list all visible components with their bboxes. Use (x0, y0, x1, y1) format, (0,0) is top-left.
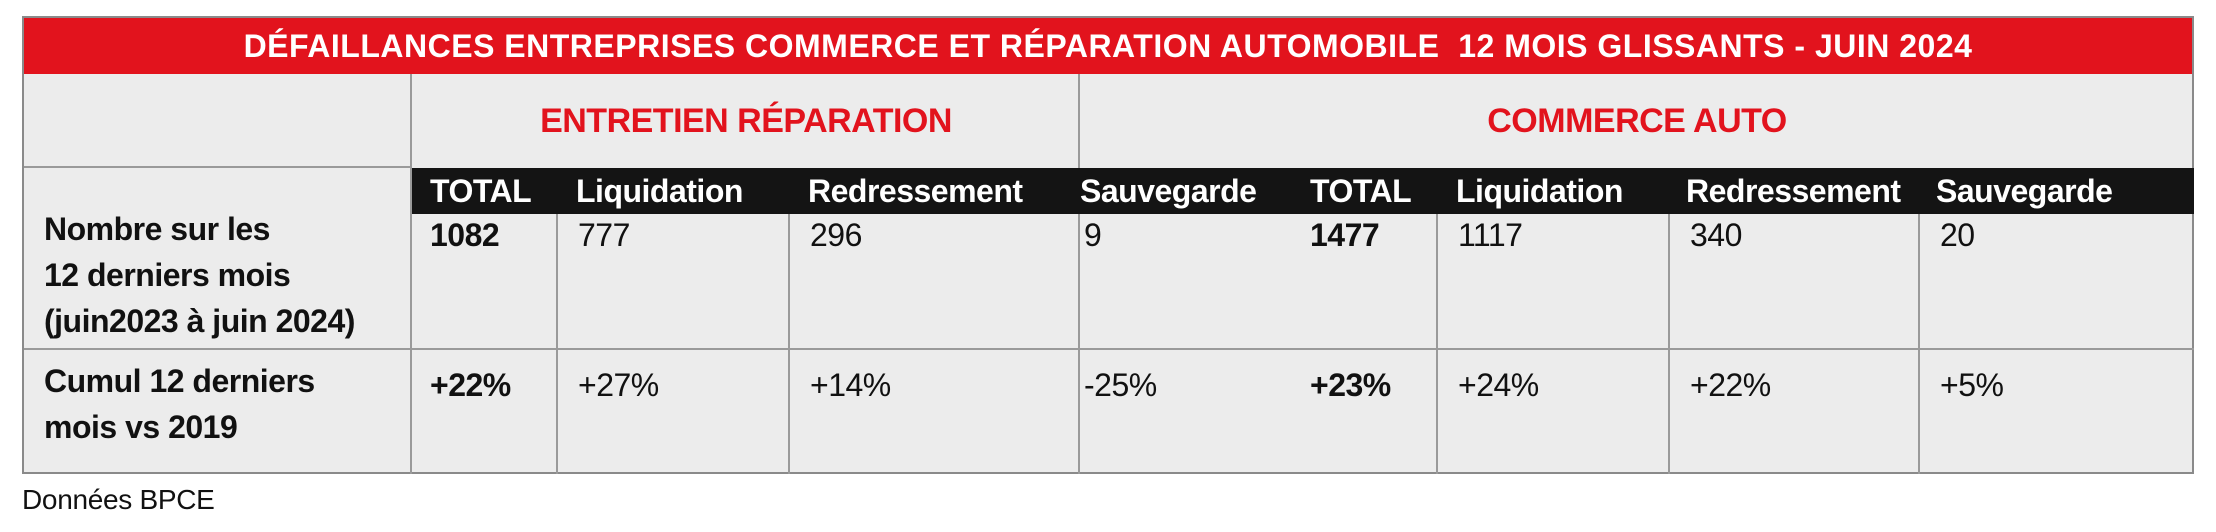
row-label-cumul-line-1: Cumul 12 derniers (44, 363, 315, 399)
cell-nombre-commerce-total: 1477 (1310, 217, 1380, 253)
group-header-entretien: ENTRETIEN RÉPARATION (540, 101, 952, 140)
grid-line (556, 214, 558, 474)
cell-nombre-entretien-liquidation: 777 (578, 217, 630, 253)
col-header-commerce-redressement: Redressement (1686, 172, 1901, 209)
table-title: DÉFAILLANCES ENTREPRISES COMMERCE ET RÉP… (24, 18, 2192, 74)
cell-nombre-entretien-redressement: 296 (810, 217, 862, 253)
group-header-commerce: COMMERCE AUTO (1487, 101, 1787, 140)
failures-table: DÉFAILLANCES ENTREPRISES COMMERCE ET RÉP… (22, 16, 2194, 474)
row-label-nombre-line-1: Nombre sur les (44, 211, 270, 247)
grid-line (788, 214, 790, 474)
grid-line (1078, 74, 1080, 168)
col-header-entretien-redressement: Redressement (808, 172, 1023, 209)
cell-nombre-commerce-redressement: 340 (1690, 217, 1742, 253)
cell-cumul-entretien-redressement: +14% (810, 367, 891, 403)
col-header-entretien-liquidation: Liquidation (576, 172, 743, 209)
cell-cumul-commerce-liquidation: +24% (1458, 367, 1539, 403)
grid-line (1078, 214, 1080, 474)
row-label-nombre-line-2: 12 derniers mois (44, 257, 291, 293)
grid-line (24, 166, 412, 168)
grid-line (1918, 214, 1920, 474)
cell-cumul-entretien-liquidation: +27% (578, 367, 659, 403)
cell-nombre-entretien-total: 1082 (430, 217, 500, 253)
cell-nombre-entretien-sauvegarde: 9 (1084, 217, 1102, 253)
cell-nombre-commerce-liquidation: 1117 (1458, 217, 1523, 253)
col-header-commerce-liquidation: Liquidation (1456, 172, 1623, 209)
cell-cumul-entretien-sauvegarde: -25% (1084, 367, 1157, 403)
grid-line (410, 74, 412, 474)
col-header-commerce-sauvegarde: Sauvegarde (1936, 172, 2113, 209)
source-note: Données BPCE (22, 484, 215, 515)
cell-cumul-commerce-redressement: +22% (1690, 367, 1771, 403)
col-header-entretien-total: TOTAL (430, 172, 532, 209)
grid-line (1436, 214, 1438, 474)
row-label-nombre-line-3: (juin2023 à juin 2024) (44, 303, 355, 339)
cell-cumul-entretien-total: +22% (430, 367, 511, 403)
subheader-bar (412, 168, 2194, 214)
col-header-commerce-total: TOTAL (1310, 172, 1412, 209)
cell-nombre-commerce-sauvegarde: 20 (1940, 217, 1975, 253)
grid-line (1668, 214, 1670, 474)
col-header-entretien-sauvegarde: Sauvegarde (1080, 172, 1257, 209)
grid-line (24, 348, 2194, 350)
cell-cumul-commerce-total: +23% (1310, 367, 1391, 403)
cell-cumul-commerce-sauvegarde: +5% (1940, 367, 2004, 403)
row-label-cumul-line-2: mois vs 2019 (44, 409, 238, 445)
